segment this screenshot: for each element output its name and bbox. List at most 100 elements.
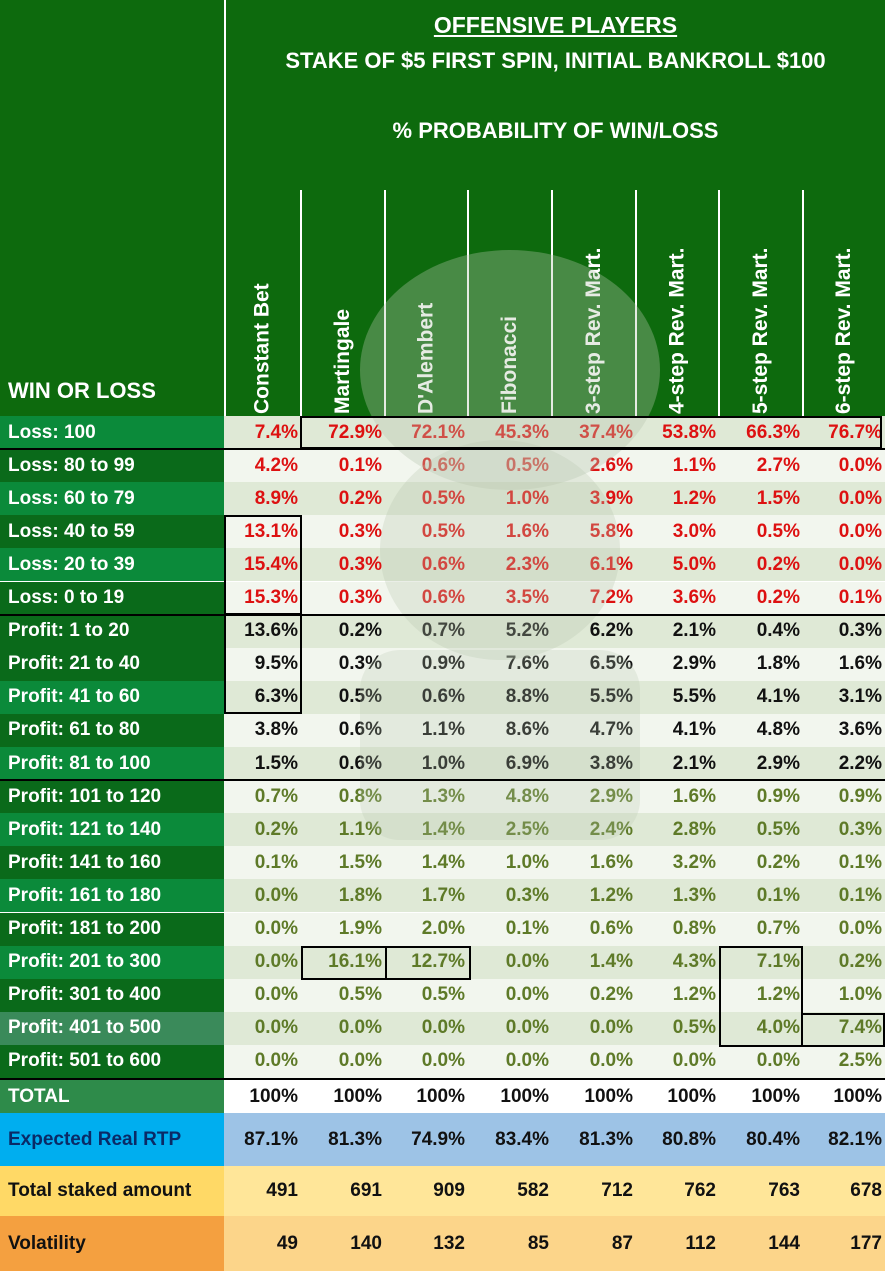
summary-cell: 691 bbox=[301, 1166, 385, 1216]
summary-cell: 82.1% bbox=[803, 1113, 885, 1166]
row-label: Profit: 21 to 40 bbox=[0, 647, 224, 681]
value-cell: 5.5% bbox=[636, 680, 719, 714]
value-cell: 12.7% bbox=[385, 945, 468, 979]
value-cell: 1.5% bbox=[224, 747, 301, 781]
value-cell: 0.5% bbox=[385, 482, 468, 516]
row-label: Profit: 301 to 400 bbox=[0, 978, 224, 1012]
column-divider bbox=[467, 190, 469, 416]
value-cell: 0.5% bbox=[385, 978, 468, 1012]
value-cell: 0.6% bbox=[385, 449, 468, 483]
value-cell: 15.4% bbox=[224, 548, 301, 582]
summary-cell: 100% bbox=[468, 1080, 552, 1113]
value-cell: 5.0% bbox=[636, 548, 719, 582]
value-cell: 2.4% bbox=[552, 813, 636, 847]
value-cell: 2.5% bbox=[803, 1044, 885, 1078]
table-title: OFFENSIVE PLAYERS bbox=[433, 12, 678, 38]
value-cell: 5.5% bbox=[552, 680, 636, 714]
value-cell: 7.2% bbox=[552, 581, 636, 615]
row-label: Profit: 201 to 300 bbox=[0, 945, 224, 979]
value-cell: 0.9% bbox=[803, 780, 885, 814]
row-label: Loss: 60 to 79 bbox=[0, 482, 224, 516]
value-cell: 0.6% bbox=[301, 713, 385, 747]
value-cell: 0.3% bbox=[468, 879, 552, 913]
value-cell: 0.1% bbox=[224, 846, 301, 880]
value-cell: 1.6% bbox=[803, 647, 885, 681]
column-divider bbox=[802, 190, 804, 416]
value-cell: 1.6% bbox=[552, 846, 636, 880]
value-cell: 0.5% bbox=[301, 978, 385, 1012]
value-cell: 7.6% bbox=[468, 647, 552, 681]
column-header: Fibonacci bbox=[498, 315, 521, 414]
row-label: Loss: 80 to 99 bbox=[0, 449, 224, 483]
column-header: 3-step Rev. Mart. bbox=[582, 247, 605, 415]
column-header: Martingale bbox=[331, 308, 354, 414]
value-cell: 1.2% bbox=[719, 978, 803, 1012]
value-cell: 0.0% bbox=[385, 1044, 468, 1078]
value-cell: 5.8% bbox=[552, 515, 636, 549]
value-cell: 1.8% bbox=[719, 647, 803, 681]
value-cell: 2.7% bbox=[719, 449, 803, 483]
value-cell: 0.0% bbox=[224, 945, 301, 979]
value-cell: 8.9% bbox=[224, 482, 301, 516]
value-cell: 6.9% bbox=[468, 747, 552, 781]
value-cell: 1.4% bbox=[385, 813, 468, 847]
summary-cell: 112 bbox=[636, 1216, 719, 1271]
row-label: Profit: 181 to 200 bbox=[0, 912, 224, 946]
column-header: Constant Bet bbox=[250, 283, 274, 414]
value-cell: 0.3% bbox=[301, 548, 385, 582]
value-cell: 0.0% bbox=[468, 1044, 552, 1078]
summary-cell: 100% bbox=[636, 1080, 719, 1113]
value-cell: 1.9% bbox=[301, 912, 385, 946]
value-cell: 0.2% bbox=[301, 482, 385, 516]
value-cell: 0.0% bbox=[224, 1044, 301, 1078]
value-cell: 1.0% bbox=[385, 747, 468, 781]
value-cell: 3.2% bbox=[636, 846, 719, 880]
value-cell: 0.3% bbox=[301, 647, 385, 681]
summary-cell: 140 bbox=[301, 1216, 385, 1271]
row-label: Profit: 101 to 120 bbox=[0, 780, 224, 814]
value-cell: 0.1% bbox=[803, 581, 885, 615]
value-cell: 0.2% bbox=[719, 846, 803, 880]
value-cell: 0.7% bbox=[385, 614, 468, 648]
value-cell: 2.9% bbox=[636, 647, 719, 681]
summary-cell: 81.3% bbox=[301, 1113, 385, 1166]
value-cell: 1.6% bbox=[468, 515, 552, 549]
value-cell: 0.1% bbox=[803, 846, 885, 880]
summary-cell: 762 bbox=[636, 1166, 719, 1216]
value-cell: 72.1% bbox=[385, 416, 468, 450]
value-cell: 1.4% bbox=[385, 846, 468, 880]
column-header: 4-step Rev. Mart. bbox=[665, 247, 689, 415]
value-cell: 0.6% bbox=[552, 912, 636, 946]
value-cell: 1.2% bbox=[636, 978, 719, 1012]
value-cell: 15.3% bbox=[224, 581, 301, 615]
value-cell: 0.2% bbox=[803, 945, 885, 979]
value-cell: 0.0% bbox=[301, 1011, 385, 1045]
value-cell: 7.4% bbox=[224, 416, 301, 450]
column-divider bbox=[300, 190, 302, 416]
summary-row-label: TOTAL bbox=[0, 1080, 224, 1113]
value-cell: 4.3% bbox=[636, 945, 719, 979]
column-divider bbox=[384, 190, 386, 416]
summary-cell: 491 bbox=[224, 1166, 301, 1216]
summary-cell: 909 bbox=[385, 1166, 468, 1216]
value-cell: 0.5% bbox=[636, 1011, 719, 1045]
value-cell: 3.8% bbox=[224, 713, 301, 747]
value-cell: 0.3% bbox=[301, 515, 385, 549]
value-cell: 1.1% bbox=[636, 449, 719, 483]
value-cell: 0.5% bbox=[719, 813, 803, 847]
value-cell: 0.1% bbox=[803, 879, 885, 913]
row-label: Profit: 401 to 500 bbox=[0, 1011, 224, 1045]
summary-cell: 144 bbox=[719, 1216, 803, 1271]
summary-cell: 74.9% bbox=[385, 1113, 468, 1166]
value-cell: 0.0% bbox=[224, 1011, 301, 1045]
value-cell: 6.1% bbox=[552, 548, 636, 582]
column-divider bbox=[718, 190, 720, 416]
value-cell: 4.2% bbox=[224, 449, 301, 483]
value-cell: 8.8% bbox=[468, 680, 552, 714]
value-cell: 9.5% bbox=[224, 647, 301, 681]
value-cell: 1.1% bbox=[301, 813, 385, 847]
value-cell: 1.0% bbox=[468, 846, 552, 880]
value-cell: 0.5% bbox=[385, 515, 468, 549]
summary-cell: 100% bbox=[385, 1080, 468, 1113]
value-cell: 1.6% bbox=[636, 780, 719, 814]
